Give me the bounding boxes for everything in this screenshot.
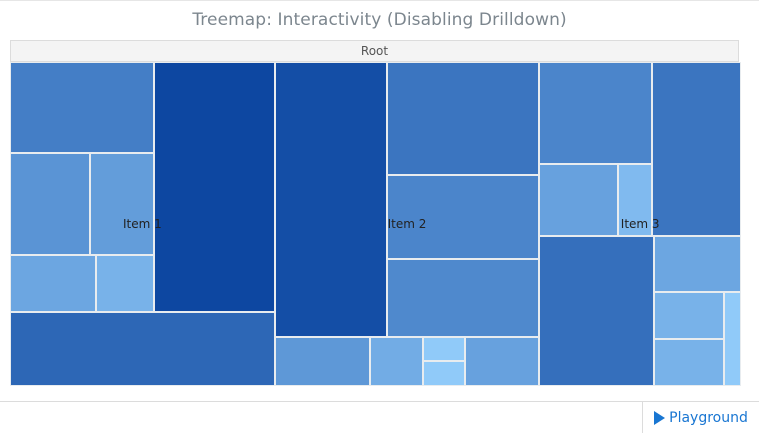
- treemap-tile[interactable]: [10, 311, 275, 386]
- treemap-tile[interactable]: [96, 255, 154, 312]
- treemap-tile[interactable]: [723, 292, 741, 386]
- playground-button[interactable]: Playground: [642, 402, 759, 433]
- treemap-tile[interactable]: [539, 62, 652, 164]
- treemap-tile[interactable]: [651, 62, 741, 237]
- treemap-tile[interactable]: [10, 152, 90, 256]
- treemap-tile[interactable]: [539, 163, 619, 237]
- treemap-tile[interactable]: [653, 292, 724, 340]
- treemap-tile[interactable]: [422, 361, 466, 386]
- top-divider: [0, 0, 759, 1]
- chart-title: Treemap: Interactivity (Disabling Drilld…: [192, 10, 567, 30]
- treemap-tile[interactable]: [539, 236, 654, 386]
- treemap-tile[interactable]: [387, 259, 540, 337]
- treemap-tile[interactable]: [153, 62, 275, 312]
- treemap-tile[interactable]: [465, 336, 540, 386]
- treemap-tile[interactable]: [387, 175, 540, 259]
- treemap-tile[interactable]: [422, 336, 466, 362]
- treemap-area: Item 1 Item 2 Item 3: [10, 62, 741, 386]
- treemap-tile[interactable]: [653, 339, 724, 386]
- play-icon: [654, 410, 666, 425]
- bottom-divider: [0, 401, 759, 402]
- playground-label: Playground: [669, 409, 748, 426]
- treemap-tile[interactable]: [10, 62, 154, 153]
- treemap-tile[interactable]: [387, 62, 540, 176]
- treemap-tile[interactable]: [369, 336, 423, 386]
- treemap-tile[interactable]: [618, 163, 652, 237]
- treemap-tile[interactable]: [274, 336, 370, 386]
- treemap-tile[interactable]: [274, 62, 388, 337]
- treemap-tile[interactable]: [653, 236, 741, 293]
- treemap-tile[interactable]: [89, 152, 154, 256]
- treemap-tile[interactable]: [10, 255, 97, 312]
- root-breadcrumb: Root: [10, 40, 739, 62]
